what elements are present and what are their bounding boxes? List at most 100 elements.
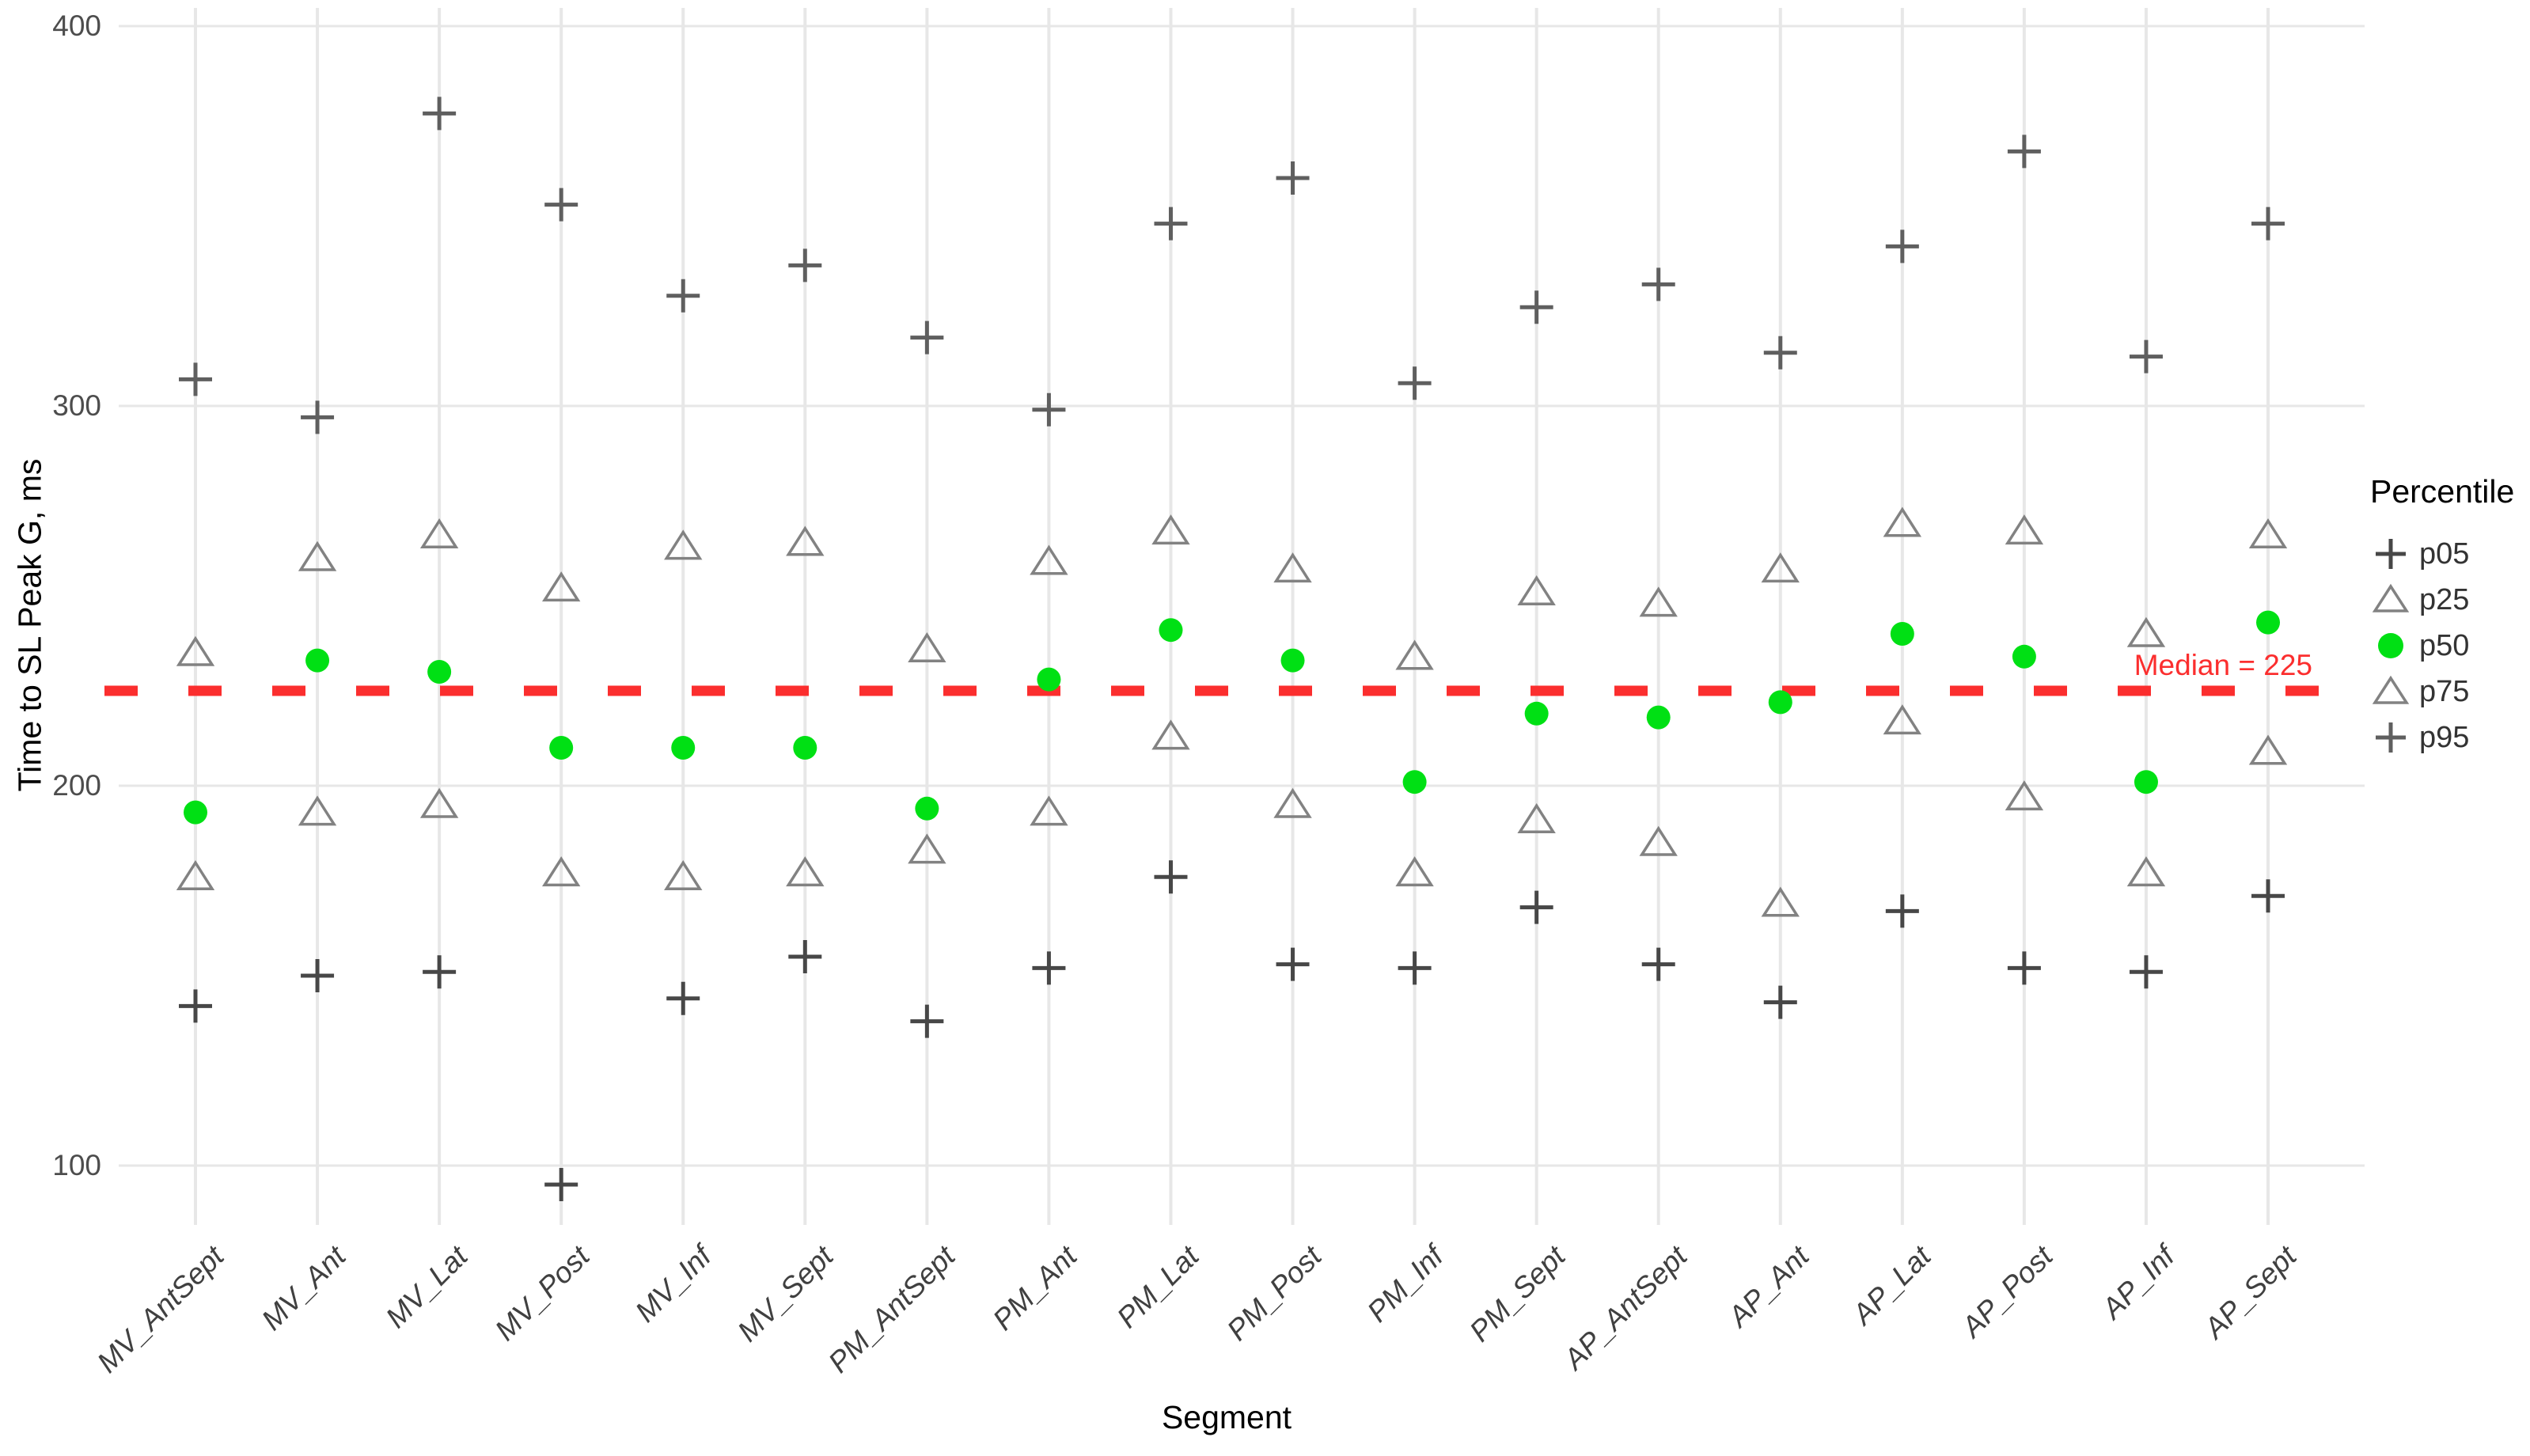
y-tick-label: 100 — [52, 1149, 101, 1181]
marker-circle-p50-MV_AntSept — [184, 800, 207, 825]
marker-triangle-p75-MV_Inf — [664, 529, 703, 560]
marker-circle-p50-PM_Post — [1280, 648, 1305, 673]
marker-triangle-p25-PM_Inf — [1395, 856, 1434, 887]
marker-plus-p05-PM_Sept — [1519, 890, 1553, 924]
y-tick-label: 200 — [52, 769, 101, 802]
marker-plus-p05-PM_Post — [1276, 947, 1310, 981]
marker-plus-p05-PM_Lat — [1154, 860, 1188, 894]
marker-plus-p95-PM_Sept — [1519, 290, 1553, 324]
marker-plus-p95-AP_Sept — [2251, 207, 2285, 241]
marker-plus-p95-MV_Inf — [666, 279, 700, 313]
marker-plus-p05-MV_AntSept — [179, 989, 212, 1023]
legend-item-label: p05 — [2419, 537, 2470, 571]
marker-plus-p05-AP_Sept — [2251, 879, 2285, 913]
legend-symbol-plus-icon — [2369, 533, 2413, 574]
marker-plus-p95-AP_Post — [2007, 135, 2041, 169]
marker-triangle-p25-AP_Inf — [2126, 856, 2166, 887]
legend-item-label: p25 — [2419, 582, 2470, 616]
marker-plus-p95-PM_Post — [1276, 161, 1310, 195]
legend-item-p75: p75 — [2369, 669, 2530, 715]
marker-triangle-p75-MV_Ant — [298, 540, 337, 571]
marker-triangle-p25-MV_Post — [541, 856, 581, 887]
marker-triangle-p25-AP_Ant — [1761, 886, 1800, 917]
marker-plus-p95-MV_Lat — [423, 97, 457, 131]
marker-triangle-p25-MV_Ant — [298, 795, 337, 826]
marker-circle-p50-PM_Inf — [1402, 770, 1427, 794]
marker-plus-p95-MV_Sept — [788, 248, 822, 282]
marker-triangle-p25-MV_Inf — [664, 859, 703, 890]
marker-plus-p05-PM_AntSept — [910, 1004, 944, 1038]
y-axis-title: Time to SL Peak G, ms — [11, 458, 48, 792]
marker-triangle-p75-AP_Sept — [2248, 518, 2288, 548]
marker-triangle-p75-AP_Post — [2005, 514, 2044, 545]
legend-title: Percentile — [2370, 473, 2515, 510]
marker-triangle-p25-MV_AntSept — [176, 859, 215, 890]
marker-plus-p95-PM_AntSept — [910, 320, 944, 355]
marker-triangle-p75-PM_Inf — [1395, 639, 1434, 670]
marker-triangle-p25-AP_AntSept — [1639, 825, 1678, 856]
marker-circle-p50-MV_Lat — [427, 660, 452, 684]
marker-circle-p50-AP_Ant — [1768, 690, 1792, 715]
marker-triangle-p25-PM_Lat — [1151, 719, 1190, 750]
marker-plus-p95-MV_AntSept — [179, 362, 212, 396]
marker-triangle-p75-PM_AntSept — [908, 631, 946, 662]
x-axis-title: Segment — [1161, 1399, 1292, 1435]
marker-circle-p50-AP_Sept — [2256, 610, 2281, 635]
marker-triangle-p75-PM_Post — [1273, 552, 1312, 583]
legend-item-label: p95 — [2419, 720, 2470, 754]
legend-symbol-triangle-open-icon — [2369, 579, 2413, 620]
marker-plus-p95-PM_Lat — [1154, 207, 1188, 241]
marker-triangle-p25-AP_Lat — [1883, 704, 1922, 735]
y-tick-label: 400 — [52, 9, 101, 42]
legend-item-p05: p05 — [2369, 531, 2530, 577]
marker-plus-p95-PM_Inf — [1398, 366, 1432, 400]
marker-triangle-p25-MV_Sept — [786, 856, 825, 887]
marker-plus-p05-MV_Ant — [301, 959, 335, 992]
marker-plus-p05-PM_Inf — [1398, 951, 1432, 985]
marker-triangle-p25-AP_Post — [2005, 780, 2044, 811]
marker-circle-p50-PM_AntSept — [915, 796, 939, 821]
legend-item-p25: p25 — [2369, 577, 2530, 623]
marker-plus-p95-AP_Ant — [1763, 336, 1797, 370]
marker-circle-p50-MV_Ant — [305, 648, 330, 673]
marker-triangle-p75-MV_Post — [541, 571, 581, 602]
marker-triangle-p75-MV_Lat — [419, 518, 459, 548]
marker-triangle-p25-PM_AntSept — [908, 833, 946, 864]
marker-triangle-p25-PM_Post — [1273, 787, 1312, 818]
marker-triangle-p75-AP_Inf — [2126, 616, 2166, 647]
legend-item-p50: p50 — [2369, 623, 2530, 669]
legend-item-label: p50 — [2419, 628, 2470, 662]
marker-triangle-p75-AP_AntSept — [1639, 586, 1678, 617]
marker-circle-p50-MV_Post — [549, 736, 574, 760]
marker-plus-p05-MV_Lat — [423, 955, 457, 989]
marker-circle-p50-AP_Inf — [2134, 770, 2158, 794]
marker-circle-p50-MV_Inf — [671, 736, 696, 760]
legend-item-label: p75 — [2419, 674, 2470, 708]
marker-triangle-p25-AP_Sept — [2248, 734, 2288, 765]
legend-items: p05 p25 p50 p75 p95 — [2369, 531, 2530, 760]
marker-circle-p50-PM_Sept — [1524, 701, 1549, 726]
y-tick-label: 300 — [52, 389, 101, 422]
marker-circle-p50-MV_Sept — [793, 736, 817, 760]
marker-plus-p95-AP_Inf — [2129, 339, 2163, 373]
marker-triangle-p75-PM_Lat — [1151, 514, 1190, 545]
marker-triangle-p25-PM_Sept — [1517, 802, 1556, 833]
marker-circle-p50-PM_Lat — [1159, 618, 1183, 643]
legend-symbol-plus-icon — [2369, 717, 2413, 758]
marker-triangle-p75-AP_Lat — [1883, 506, 1922, 537]
marker-triangle-p75-AP_Ant — [1761, 552, 1800, 583]
marker-plus-p05-MV_Sept — [788, 940, 822, 973]
marker-plus-p95-PM_Ant — [1032, 392, 1066, 427]
marker-plus-p95-AP_AntSept — [1641, 267, 1675, 301]
marker-plus-p05-MV_Post — [544, 1168, 578, 1201]
marker-plus-p05-AP_Inf — [2129, 955, 2163, 989]
marker-triangle-p75-PM_Ant — [1030, 544, 1068, 575]
legend-symbol-circle-icon — [2369, 625, 2413, 666]
marker-plus-p05-AP_Ant — [1763, 985, 1797, 1019]
marker-plus-p95-MV_Ant — [301, 400, 335, 434]
marker-circle-p50-AP_Lat — [1890, 622, 1914, 646]
marker-triangle-p25-MV_Lat — [419, 787, 459, 818]
marker-plus-p05-MV_Inf — [666, 981, 700, 1015]
